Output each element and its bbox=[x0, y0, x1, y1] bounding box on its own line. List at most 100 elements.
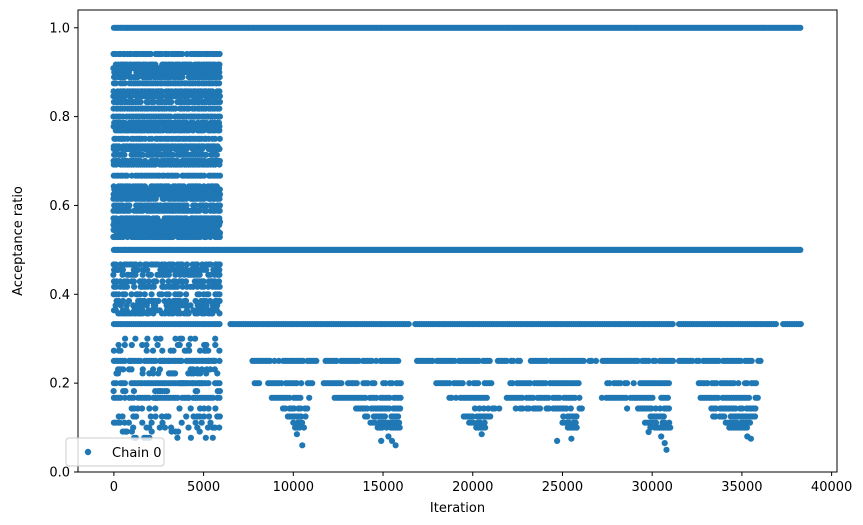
data-point bbox=[178, 419, 185, 426]
data-point bbox=[121, 357, 128, 364]
data-point bbox=[630, 380, 637, 387]
data-point bbox=[648, 405, 655, 412]
data-point bbox=[299, 419, 306, 426]
data-point bbox=[296, 424, 303, 431]
data-point bbox=[566, 419, 573, 426]
data-point bbox=[667, 424, 674, 431]
data-point bbox=[203, 302, 210, 309]
data-point bbox=[124, 278, 131, 285]
data-point bbox=[200, 278, 207, 285]
data-point bbox=[183, 195, 190, 202]
data-point bbox=[165, 413, 172, 420]
data-point bbox=[174, 283, 181, 290]
data-point bbox=[746, 419, 754, 426]
data-point bbox=[373, 394, 380, 401]
data-point bbox=[179, 50, 186, 58]
data-point bbox=[148, 428, 155, 435]
data-point bbox=[187, 302, 194, 309]
data-point bbox=[525, 405, 533, 412]
data-point bbox=[212, 405, 219, 412]
data-point bbox=[216, 195, 223, 202]
data-point bbox=[157, 335, 164, 342]
data-point bbox=[304, 405, 311, 412]
data-point bbox=[183, 266, 190, 273]
data-point bbox=[216, 69, 223, 76]
data-point bbox=[652, 405, 659, 412]
data-point bbox=[205, 347, 212, 354]
data-point bbox=[152, 380, 159, 387]
data-point bbox=[186, 347, 193, 354]
data-point bbox=[309, 380, 316, 387]
data-point bbox=[554, 437, 561, 444]
data-point bbox=[754, 394, 761, 401]
data-point bbox=[469, 413, 476, 420]
data-point bbox=[198, 419, 205, 426]
data-point bbox=[113, 161, 120, 168]
data-point bbox=[174, 434, 181, 441]
data-point bbox=[119, 266, 126, 273]
data-point bbox=[176, 341, 183, 349]
data-point bbox=[172, 105, 179, 112]
data-point bbox=[201, 172, 208, 179]
data-point bbox=[132, 271, 139, 278]
data-point bbox=[338, 380, 345, 387]
data-point bbox=[216, 161, 223, 168]
data-point bbox=[172, 370, 179, 377]
data-point bbox=[588, 357, 595, 364]
data-point bbox=[121, 151, 128, 158]
data-point bbox=[396, 419, 403, 426]
data-point bbox=[187, 335, 194, 342]
data-point bbox=[203, 266, 210, 273]
data-point bbox=[623, 394, 630, 401]
x-tick-label: 25000 bbox=[542, 480, 583, 495]
data-point bbox=[139, 302, 146, 309]
data-point bbox=[205, 291, 212, 298]
data-point bbox=[451, 357, 458, 364]
data-point bbox=[216, 88, 223, 95]
data-point bbox=[216, 283, 223, 290]
data-point bbox=[170, 347, 177, 354]
data-point bbox=[216, 50, 223, 58]
data-point bbox=[477, 419, 484, 426]
data-point bbox=[152, 195, 159, 202]
data-point bbox=[660, 413, 667, 420]
data-point bbox=[362, 394, 369, 401]
legend-label: Chain 0 bbox=[112, 446, 162, 461]
data-point bbox=[161, 195, 168, 202]
data-point bbox=[568, 435, 575, 442]
data-point bbox=[187, 434, 194, 441]
data-point bbox=[187, 405, 194, 412]
data-point bbox=[137, 69, 144, 76]
data-point bbox=[364, 405, 371, 412]
data-point bbox=[364, 413, 371, 420]
y-tick-label: 0.0 bbox=[49, 466, 70, 481]
data-point bbox=[165, 271, 172, 278]
data-point bbox=[131, 283, 138, 290]
data-point bbox=[115, 341, 122, 349]
data-point bbox=[302, 413, 309, 420]
data-point bbox=[189, 380, 196, 387]
data-point bbox=[149, 347, 157, 354]
data-point bbox=[271, 357, 278, 364]
data-point bbox=[669, 357, 677, 364]
data-point bbox=[200, 283, 207, 290]
data-point bbox=[617, 380, 624, 387]
data-point bbox=[183, 261, 191, 268]
data-point bbox=[148, 135, 155, 142]
data-point bbox=[560, 413, 567, 420]
data-point bbox=[516, 357, 524, 364]
data-point bbox=[207, 419, 214, 426]
data-point bbox=[446, 380, 453, 387]
data-point bbox=[216, 388, 223, 395]
data-point bbox=[645, 428, 652, 436]
data-point bbox=[576, 394, 583, 401]
data-point bbox=[122, 335, 129, 342]
data-point bbox=[128, 366, 135, 373]
data-point bbox=[542, 380, 549, 387]
data-point bbox=[475, 380, 482, 387]
data-point bbox=[128, 93, 135, 100]
data-point bbox=[715, 357, 722, 364]
data-point bbox=[179, 261, 186, 268]
data-point bbox=[689, 357, 696, 364]
data-point bbox=[752, 380, 760, 387]
